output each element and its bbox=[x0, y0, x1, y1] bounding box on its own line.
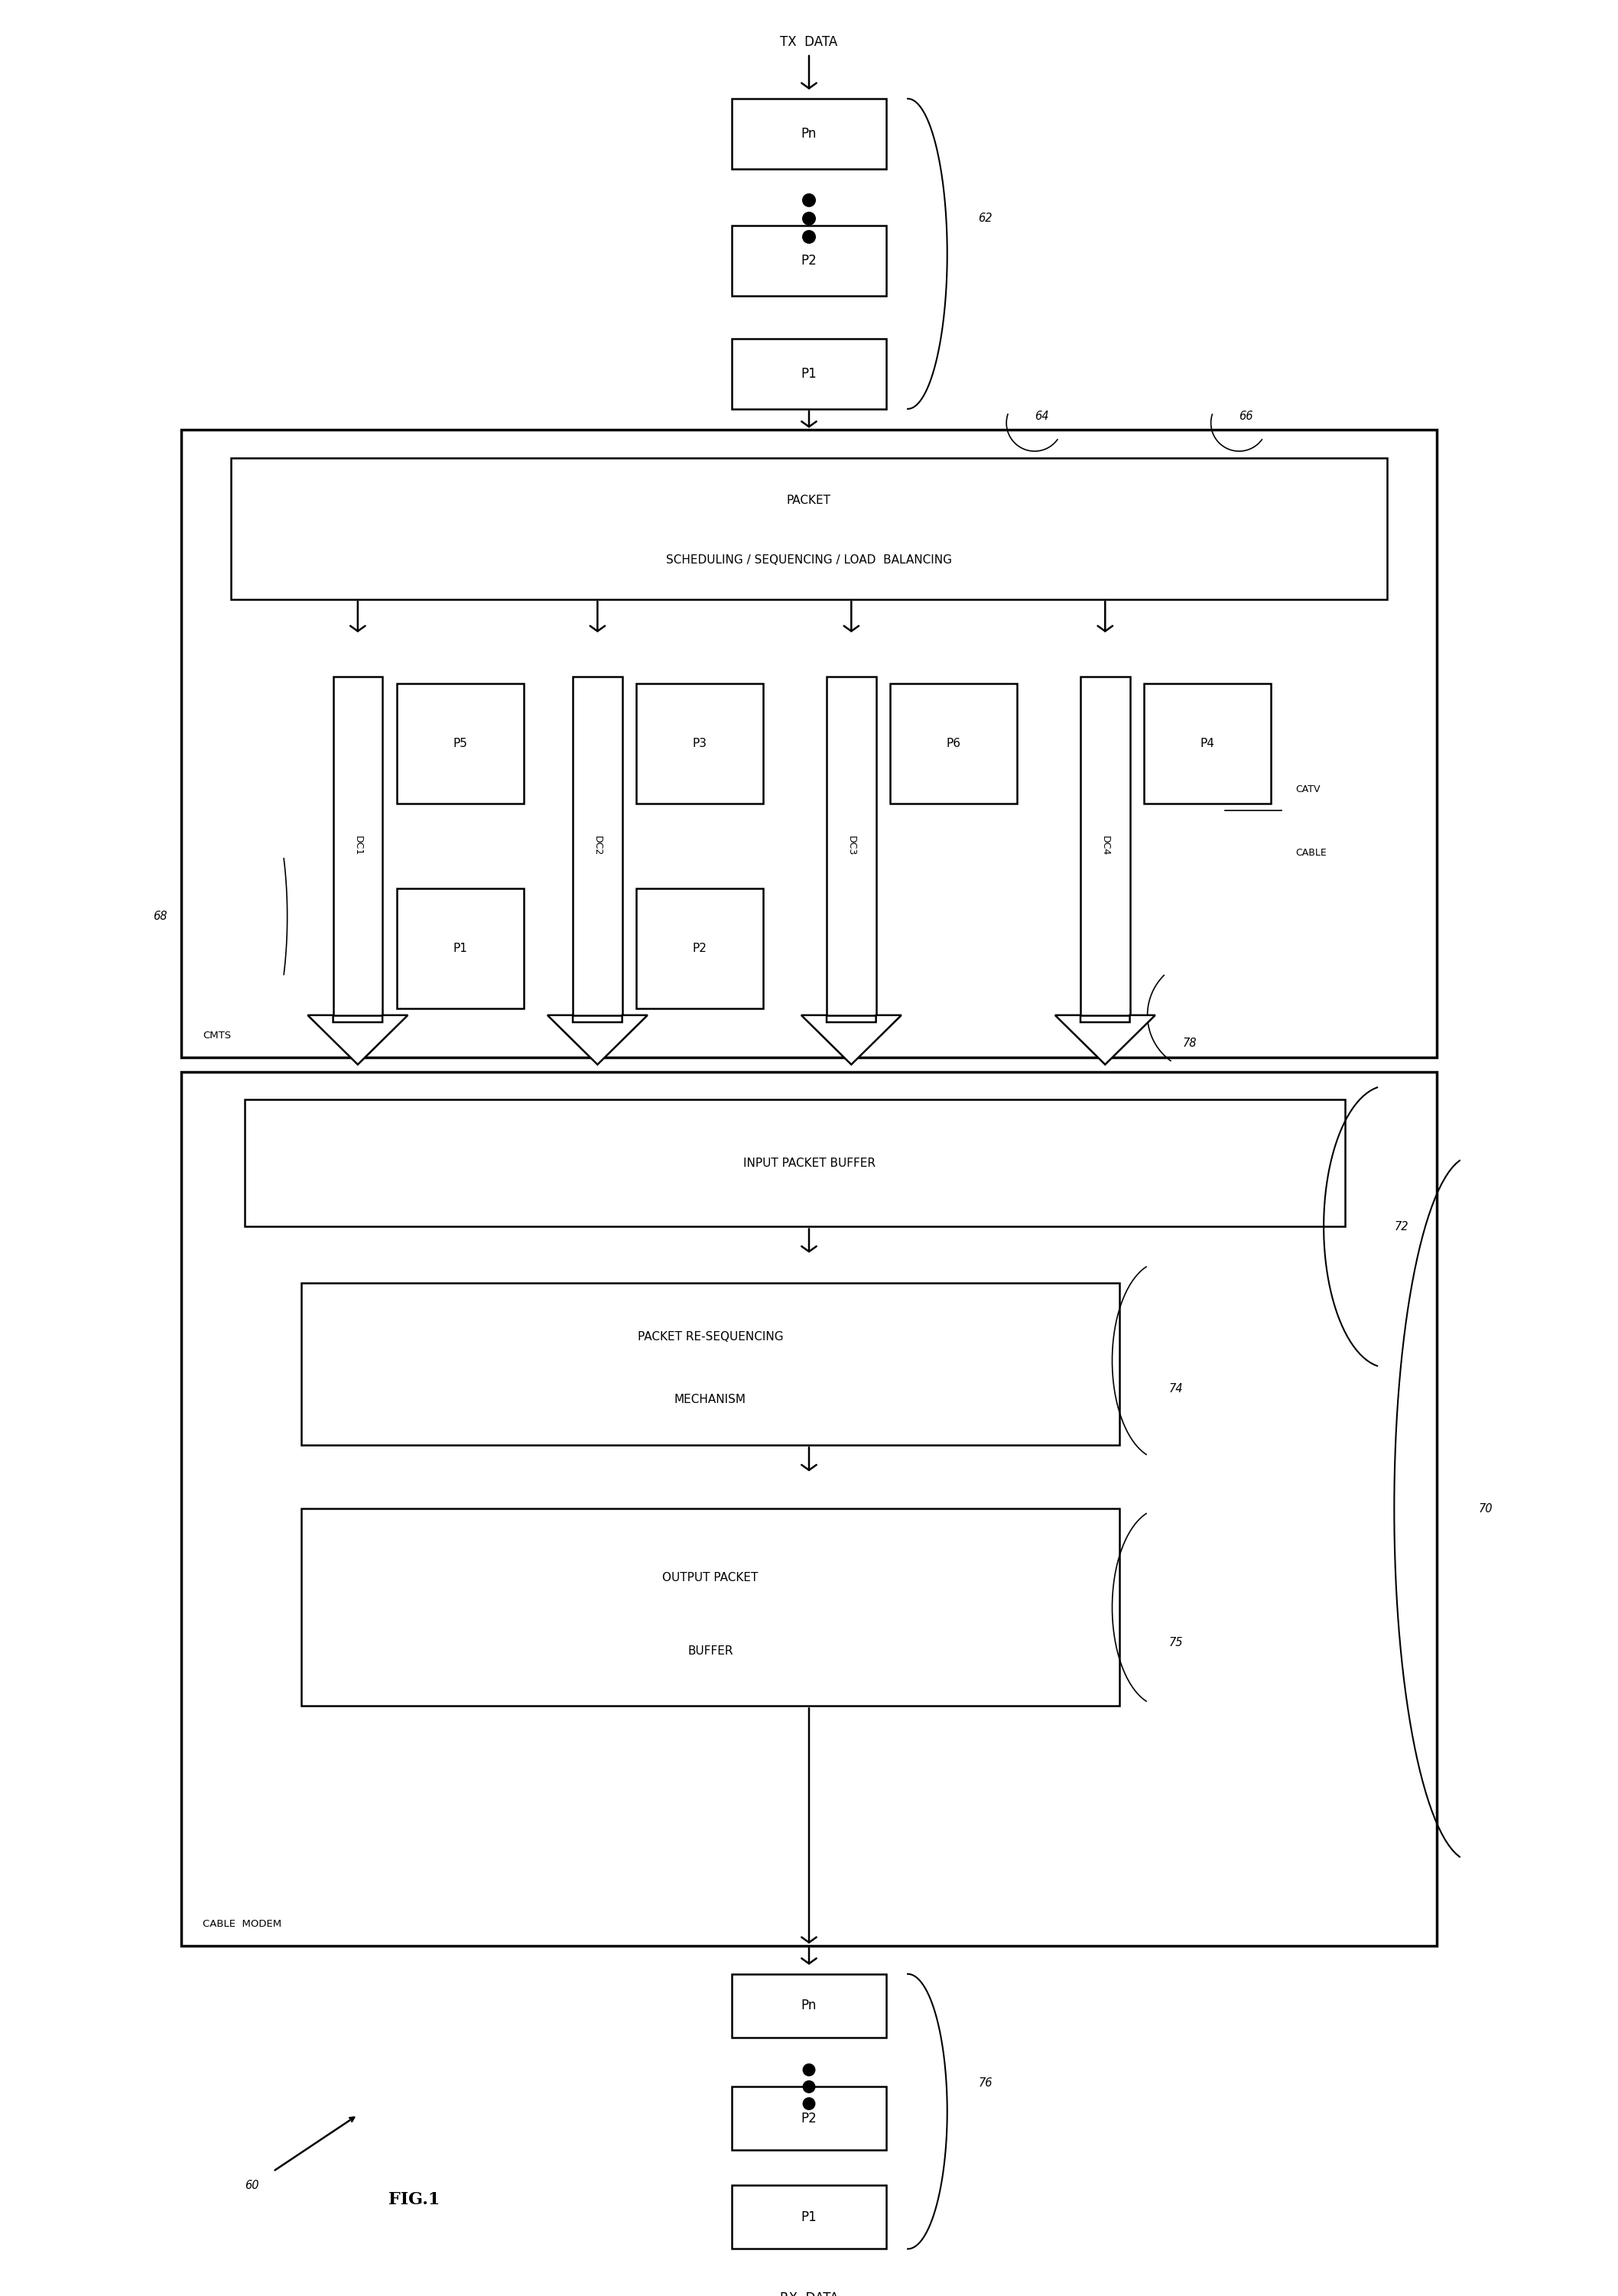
Text: CABLE  MODEM: CABLE MODEM bbox=[202, 1919, 282, 1929]
Text: 78: 78 bbox=[1183, 1038, 1197, 1049]
Text: Pn: Pn bbox=[801, 2000, 817, 2014]
Polygon shape bbox=[1055, 1015, 1155, 1065]
Bar bbox=[396, 684, 524, 804]
Text: P4: P4 bbox=[1201, 737, 1215, 748]
Text: P2: P2 bbox=[801, 2112, 817, 2126]
Circle shape bbox=[803, 2064, 815, 2076]
Bar bbox=[731, 1975, 887, 2037]
Text: TX  DATA: TX DATA bbox=[780, 34, 838, 48]
Bar bbox=[636, 684, 764, 804]
Bar bbox=[827, 677, 875, 1015]
Text: PACKET: PACKET bbox=[786, 496, 832, 507]
Text: P3: P3 bbox=[693, 737, 707, 748]
Text: RX  DATA: RX DATA bbox=[780, 2291, 838, 2296]
Text: 68: 68 bbox=[154, 912, 167, 923]
Bar bbox=[573, 677, 623, 1015]
Text: 74: 74 bbox=[1168, 1382, 1183, 1394]
Bar bbox=[636, 889, 764, 1008]
Text: DC2: DC2 bbox=[592, 836, 602, 856]
Bar bbox=[396, 889, 524, 1008]
Text: P1: P1 bbox=[801, 367, 817, 381]
Text: OUTPUT PACKET: OUTPUT PACKET bbox=[662, 1573, 759, 1584]
Text: DC4: DC4 bbox=[1100, 836, 1110, 856]
Bar bbox=[731, 2087, 887, 2151]
Text: P6: P6 bbox=[947, 737, 961, 748]
Text: 76: 76 bbox=[979, 2078, 992, 2089]
Text: 60: 60 bbox=[244, 2179, 259, 2190]
Text: 70: 70 bbox=[1479, 1504, 1493, 1515]
Circle shape bbox=[803, 211, 815, 225]
Text: SCHEDULING / SEQUENCING / LOAD  BALANCING: SCHEDULING / SEQUENCING / LOAD BALANCING bbox=[667, 553, 951, 565]
Text: 62: 62 bbox=[979, 214, 992, 225]
Text: P1: P1 bbox=[453, 941, 468, 953]
Bar bbox=[1081, 677, 1129, 1015]
Text: CABLE: CABLE bbox=[1296, 847, 1327, 859]
Text: Pn: Pn bbox=[801, 126, 817, 140]
Bar bbox=[231, 459, 1387, 599]
Bar bbox=[181, 1072, 1437, 1945]
Text: FIG.1: FIG.1 bbox=[388, 2190, 440, 2209]
Text: 66: 66 bbox=[1239, 411, 1254, 422]
Bar bbox=[731, 99, 887, 170]
Circle shape bbox=[803, 2099, 815, 2110]
Text: DC1: DC1 bbox=[353, 836, 362, 856]
Bar bbox=[181, 429, 1437, 1058]
Bar bbox=[244, 1100, 1345, 1226]
Text: 64: 64 bbox=[1034, 411, 1048, 422]
Bar bbox=[731, 2186, 887, 2248]
Circle shape bbox=[803, 193, 815, 207]
Text: CATV: CATV bbox=[1296, 785, 1320, 794]
Polygon shape bbox=[801, 1015, 901, 1065]
Circle shape bbox=[803, 230, 815, 243]
Text: 72: 72 bbox=[1395, 1221, 1408, 1233]
Circle shape bbox=[803, 2080, 815, 2092]
Text: CMTS: CMTS bbox=[202, 1031, 231, 1040]
Text: 75: 75 bbox=[1168, 1637, 1183, 1649]
Text: P2: P2 bbox=[693, 941, 707, 953]
Bar bbox=[333, 677, 382, 1015]
Polygon shape bbox=[547, 1015, 647, 1065]
Text: P2: P2 bbox=[801, 255, 817, 269]
Text: DC3: DC3 bbox=[846, 836, 856, 856]
Text: P1: P1 bbox=[801, 2211, 817, 2225]
Text: MECHANISM: MECHANISM bbox=[675, 1394, 746, 1405]
Polygon shape bbox=[307, 1015, 408, 1065]
Bar bbox=[890, 684, 1018, 804]
Text: BUFFER: BUFFER bbox=[688, 1644, 733, 1655]
Bar bbox=[731, 338, 887, 409]
Text: INPUT PACKET BUFFER: INPUT PACKET BUFFER bbox=[743, 1157, 875, 1169]
Bar bbox=[301, 1508, 1120, 1706]
Bar bbox=[1144, 684, 1270, 804]
Text: PACKET RE-SEQUENCING: PACKET RE-SEQUENCING bbox=[637, 1332, 783, 1343]
Text: P5: P5 bbox=[453, 737, 468, 748]
Bar bbox=[731, 225, 887, 296]
Bar bbox=[301, 1283, 1120, 1444]
